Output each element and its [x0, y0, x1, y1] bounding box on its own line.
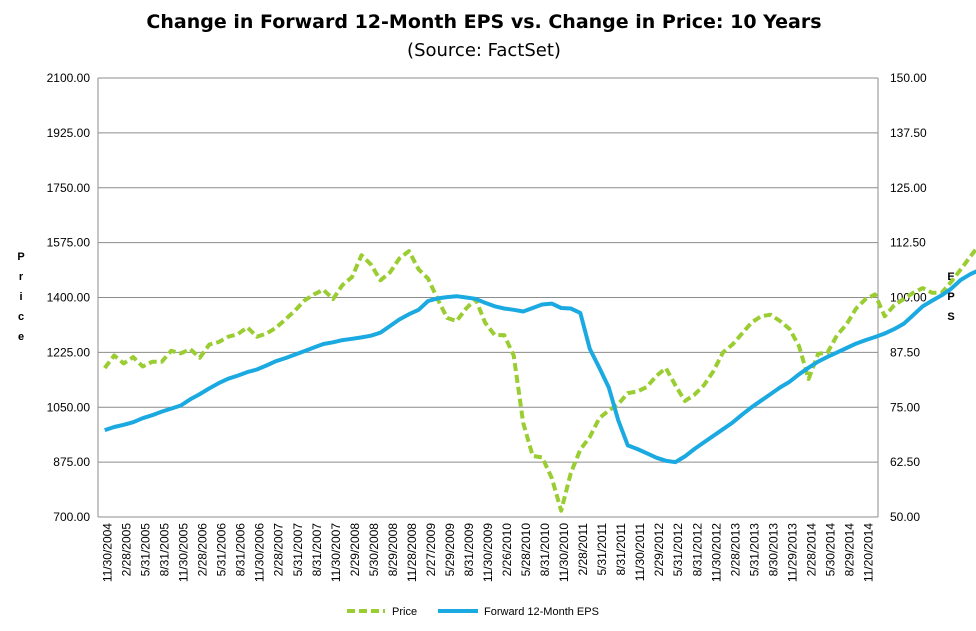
y-tick-label: 875.00	[53, 455, 90, 469]
y-tick-label: 1925.00	[47, 126, 91, 140]
x-tick-label: 2/26/2010	[500, 523, 514, 577]
x-tick-label: 11/30/2012	[709, 523, 723, 582]
y-tick-label: 1750.00	[47, 181, 91, 195]
y2-tick-label: 75.00	[890, 400, 920, 414]
gridlines	[97, 77, 879, 518]
right-axis-label: EPS	[947, 271, 954, 323]
x-tick-label: 8/31/2007	[310, 523, 324, 577]
y2-tick-label: 112.50	[890, 236, 926, 250]
series-line-eps	[104, 269, 976, 465]
x-tick-label: 5/31/2013	[747, 523, 761, 577]
axis-label-letter: E	[947, 271, 954, 283]
y-tick-label: 700.00	[53, 510, 90, 524]
x-tick-label: 11/30/2009	[481, 523, 495, 582]
x-tick-label: 11/28/2008	[405, 523, 419, 582]
y-tick-label: 2100.00	[47, 71, 91, 85]
x-tick-label: 5/31/2007	[291, 523, 305, 577]
x-tick-label: 11/29/2013	[785, 523, 799, 582]
y-tick-label: 1575.00	[47, 236, 91, 250]
axis-label-letter: e	[18, 331, 24, 343]
chart-title: Change in Forward 12-Month EPS vs. Chang…	[146, 11, 821, 33]
x-tick-label: 11/30/2007	[329, 523, 343, 582]
x-tick-label: 8/31/2011	[614, 523, 628, 576]
x-tick-label: 5/31/2012	[671, 523, 685, 577]
x-tick-label: 2/28/2006	[196, 523, 210, 577]
y2-tick-label: 62.50	[890, 455, 920, 469]
x-tick-label: 8/31/2006	[234, 523, 248, 577]
y-tick-label: 1400.00	[47, 291, 91, 305]
legend: Price Forward 12-Month EPS	[347, 606, 599, 618]
x-tick-label: 5/29/2009	[443, 523, 457, 577]
left-axis-ticks: 700.00 875.00 1050.00 1225.00 1400.00 1575.00…	[47, 71, 91, 524]
axis-label-letter: P	[17, 251, 24, 263]
y2-tick-label: 87.50	[890, 345, 920, 359]
axis-label-letter: c	[18, 311, 24, 323]
x-tick-label: 2/27/2009	[424, 523, 438, 577]
x-tick-label: 2/28/2013	[728, 523, 742, 577]
series-lines	[103, 245, 976, 513]
x-tick-label: 11/30/2011	[633, 523, 647, 582]
x-tick-label: 2/29/2008	[348, 523, 362, 577]
x-tick-label: 5/30/2008	[367, 523, 381, 577]
x-tick-label: 2/28/2007	[272, 523, 286, 577]
x-tick-label: 11/30/2010	[557, 523, 571, 582]
x-tick-label: 8/31/2009	[462, 523, 476, 577]
axis-label-letter: P	[947, 291, 954, 303]
x-tick-label: 2/28/2011	[576, 523, 590, 576]
series-line-price	[103, 245, 976, 513]
x-tick-label: 11/30/2004	[101, 523, 115, 582]
x-tick-label: 8/30/2013	[766, 523, 780, 577]
x-tick-label: 5/31/2005	[139, 523, 153, 577]
x-tick-label: 2/29/2012	[652, 523, 666, 577]
x-tick-label: 5/31/2006	[215, 523, 229, 577]
y2-tick-label: 50.00	[890, 510, 920, 524]
legend-label-eps: Forward 12-Month EPS	[484, 606, 599, 618]
x-axis-ticks: 11/30/2004 2/28/2005 5/31/2005 8/31/2005 11/…	[101, 523, 876, 582]
axis-label-letter: r	[19, 271, 24, 283]
x-tick-label: 8/31/2012	[690, 523, 704, 577]
right-axis-ticks: 50.0062.5075.0087.50100.00112.50125.0013…	[890, 71, 927, 524]
left-axis-label: Price	[17, 251, 24, 343]
y2-tick-label: 125.00	[890, 181, 927, 195]
y-tick-label: 1225.00	[47, 345, 91, 359]
x-tick-label: 2/28/2005	[120, 523, 134, 577]
x-tick-label: 2/28/2014	[804, 523, 818, 577]
x-tick-label: 11/20/2014	[861, 523, 875, 582]
x-tick-label: 5/28/2010	[519, 523, 533, 577]
x-tick-label: 8/31/2005	[158, 523, 172, 577]
y-tick-label: 1050.00	[47, 400, 91, 414]
axis-label-letter: i	[19, 291, 22, 303]
x-tick-label: 5/31/2011	[595, 523, 609, 576]
y2-tick-label: 137.50	[890, 126, 927, 140]
x-tick-label: 8/29/2014	[842, 523, 856, 577]
chart-subtitle: (Source: FactSet)	[407, 40, 561, 61]
legend-label-price: Price	[392, 606, 417, 618]
x-tick-label: 11/30/2005	[177, 523, 191, 582]
axis-label-letter: S	[947, 311, 954, 323]
x-tick-label: 8/31/2010	[538, 523, 552, 577]
y2-tick-label: 150.00	[890, 71, 927, 85]
x-tick-label: 11/30/2006	[253, 523, 267, 582]
x-tick-label: 8/29/2008	[386, 523, 400, 577]
x-tick-label: 5/30/2014	[823, 523, 837, 577]
